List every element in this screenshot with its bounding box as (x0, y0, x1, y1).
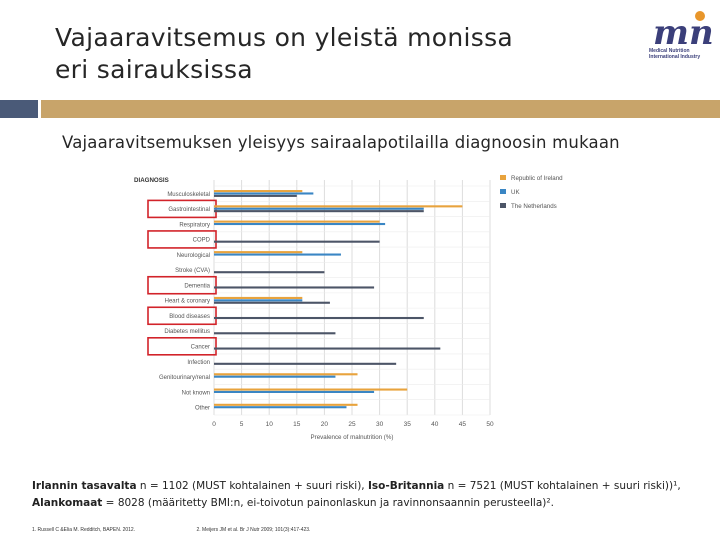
bar-thenetherlands-0 (214, 194, 297, 197)
x-tick-label: 45 (459, 421, 467, 428)
highlight-box-10 (147, 337, 217, 356)
highlight-box-3 (147, 230, 217, 249)
reference-2: 2. Meijers JM et al. Br J Nutr 2009; 101… (196, 527, 311, 533)
highlight-box-8 (147, 306, 217, 326)
footnote-nl-text: = 8028 (määritetty BMI:n, ei-toivotun pa… (102, 497, 554, 509)
references: 1. Russell C &Elia M. Redditch, BAPEN. 2… (32, 527, 632, 533)
footnote: Irlannin tasavalta n = 1102 (MUST kohtal… (32, 478, 692, 512)
x-tick-label: 0 (212, 421, 216, 428)
logo-text: Medical Nutrition International Industry (649, 48, 719, 60)
bar-thenetherlands-8 (214, 316, 424, 320)
header-rule-bar (41, 100, 720, 118)
bar-uk-0 (214, 192, 314, 195)
category-label: Respiratory (179, 222, 210, 228)
x-tick-label: 30 (376, 421, 384, 428)
footnote-ireland-text: n = 1102 (MUST kohtalainen + suuri riski… (136, 480, 368, 492)
bar-thenetherlands-1 (214, 210, 424, 213)
bar-republicofireland-13 (214, 388, 408, 391)
bar-thenetherlands-7 (214, 301, 330, 304)
bar-republicofireland-7 (214, 296, 303, 299)
logo-line1: Medical Nutrition (649, 48, 690, 54)
category-label: Infection (187, 360, 210, 366)
reference-1: 1. Russell C &Elia M. Redditch, BAPEN. 2… (32, 527, 136, 533)
footnote-uk-label: Iso-Britannia (368, 480, 445, 492)
bar-thenetherlands-9 (214, 332, 336, 335)
slide-title-line2: eri sairauksissa (55, 55, 253, 84)
bar-uk-7 (214, 299, 303, 302)
header-rule-block (0, 100, 38, 118)
category-label: Stroke (CVA) (175, 268, 210, 274)
bar-republicofireland-4 (214, 251, 303, 254)
category-label: Dementia (184, 283, 210, 289)
x-tick-label: 20 (321, 421, 329, 428)
bar-thenetherlands-6 (214, 286, 375, 289)
malnutrition-bar-chart: DIAGNOSIS Musculoskeletal Gastrointestinal… (134, 175, 563, 441)
legend-label-0: Republic of Ireland (511, 175, 563, 182)
bar-uk-12 (214, 375, 336, 378)
slide-title: Vajaaravitsemus on yleistä monissa eri s… (55, 22, 575, 86)
category-label: Other (195, 406, 210, 412)
category-label: Diabetes mellitus (164, 329, 210, 335)
footnote-ireland-label: Irlannin tasavalta (32, 480, 137, 492)
footnote-uk-text: n = 7521 (MUST kohtalainen + suuri riski… (444, 480, 681, 492)
x-axis-label: Prevalence of malnutrition (%) (311, 434, 394, 441)
bar-republicofireland-0 (214, 190, 303, 193)
highlight-box-6 (147, 275, 217, 295)
bar-thenetherlands-11 (214, 362, 397, 365)
bar-republicofireland-14 (214, 403, 358, 406)
category-label: Musculoskeletal (167, 192, 210, 198)
x-tick-label: 35 (404, 421, 412, 428)
bar-uk-13 (214, 390, 375, 393)
bar-thenetherlands-10 (214, 347, 441, 350)
x-tick-label: 5 (240, 421, 244, 428)
category-label: Heart & coronary (165, 299, 210, 305)
bar-thenetherlands-5 (214, 271, 325, 274)
bar-thenetherlands-3 (214, 240, 380, 243)
bar-republicofireland-1 (214, 205, 463, 208)
legend-label-1: UK (511, 189, 520, 196)
x-tick-label: 15 (293, 421, 301, 428)
chart-subtitle: Vajaaravitsemuksen yleisyys sairaalapoti… (62, 133, 620, 152)
x-tick-label: 50 (486, 421, 494, 428)
legend-swatch-2 (500, 203, 506, 208)
x-tick-label: 40 (431, 421, 439, 428)
logo-line2: International Industry (649, 54, 701, 60)
slide-title-line1: Vajaaravitsemus on yleistä monissa (55, 23, 514, 52)
category-label: Gastrointestinal (168, 207, 210, 213)
bar-republicofireland-12 (214, 373, 358, 376)
category-label: COPD (193, 238, 211, 244)
footnote-nl-label: Alankomaat (32, 497, 103, 509)
category-label: Not known (182, 390, 210, 396)
bar-republicofireland-2 (214, 220, 380, 223)
category-label: Neurological (177, 253, 210, 259)
mni-logo: mni (653, 11, 712, 53)
bar-uk-2 (214, 222, 386, 226)
legend-swatch-0 (500, 175, 506, 180)
bar-uk-1 (214, 207, 424, 210)
x-tick-label: 25 (348, 421, 356, 428)
legend-label-2: The Netherlands (511, 203, 557, 210)
bar-uk-4 (214, 253, 341, 256)
bar-uk-14 (214, 406, 347, 409)
category-label: Genitourinary/renal (159, 375, 210, 381)
x-tick-label: 10 (266, 421, 274, 428)
category-header: DIAGNOSIS (134, 177, 169, 184)
logo-dot (695, 11, 705, 21)
legend-swatch-1 (500, 189, 506, 194)
category-label: Cancer (191, 345, 210, 351)
category-label: Blood diseases (169, 314, 210, 320)
